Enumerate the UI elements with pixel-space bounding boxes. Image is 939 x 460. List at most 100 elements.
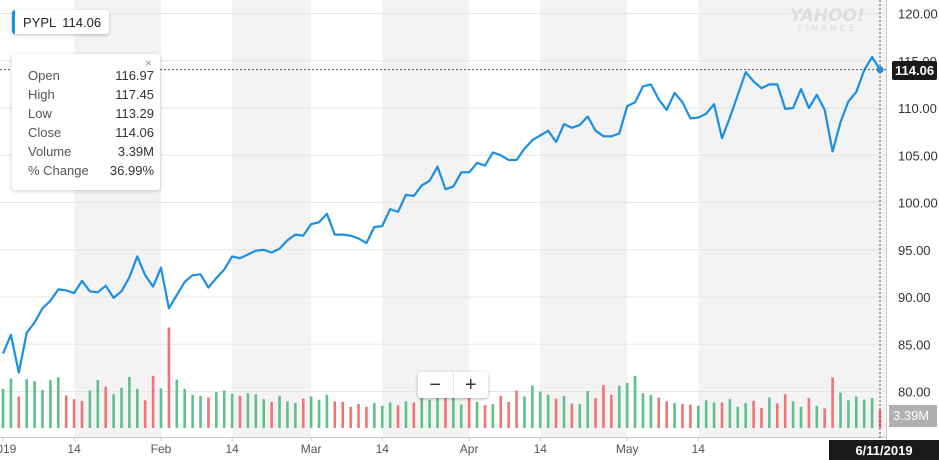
y-tick-label: 120.00 [898, 7, 938, 22]
volume-bar [404, 401, 408, 428]
volume-bar [625, 382, 629, 428]
x-tick-label: 14 [376, 442, 390, 456]
price-point [436, 165, 438, 167]
volume-bar [878, 409, 882, 428]
price-point [112, 297, 114, 299]
volume-bar [120, 387, 123, 428]
zoom-controls: − + [418, 372, 488, 398]
volume-bar [301, 398, 305, 428]
y-tick-label: 85.00 [898, 337, 931, 352]
volume-bar [49, 380, 52, 428]
price-point [500, 154, 502, 156]
volume-bar [380, 405, 384, 428]
volume-bar [483, 405, 487, 428]
background-band [698, 0, 886, 437]
price-point [334, 233, 336, 235]
zoom-in-button[interactable]: + [452, 372, 489, 398]
volume-bar [538, 391, 542, 428]
x-tick-label: 2019 [0, 442, 17, 456]
volume-bar [586, 391, 589, 428]
price-point [33, 321, 35, 323]
price-point [689, 117, 691, 119]
symbol-legend[interactable]: PYPL 114.06 [12, 10, 110, 34]
price-point [634, 101, 636, 103]
close-icon[interactable]: × [144, 56, 152, 70]
price-point [10, 334, 12, 336]
volume-bar [151, 375, 155, 428]
price-point [831, 150, 833, 152]
price-point [816, 94, 818, 96]
series-color-swatch [12, 10, 15, 34]
volume-bar [72, 399, 76, 428]
x-tick-label: 14 [67, 442, 81, 456]
y-tick-label: 95.00 [898, 243, 931, 258]
volume-bar [143, 400, 147, 428]
watermark-line2: FINANCE [797, 24, 858, 34]
price-point [357, 237, 359, 239]
price-point [389, 208, 391, 210]
watermark-line1: YAHOO! [790, 6, 865, 26]
volume-bar [294, 402, 297, 428]
price-point [120, 290, 122, 292]
x-tick-label: Feb [151, 442, 172, 456]
volume-bar [839, 392, 842, 428]
legend-symbol: PYPL [23, 14, 57, 30]
price-point [555, 141, 557, 143]
tooltip-row-low: Low 113.29 [28, 104, 154, 123]
price-point [413, 195, 415, 197]
y-tick-label: 110.00 [898, 101, 937, 116]
volume-bar [594, 398, 597, 428]
price-point [318, 221, 320, 223]
volume-bar [396, 405, 400, 428]
volume-bar [546, 394, 550, 428]
volume-bar [720, 402, 724, 428]
volume-bar [641, 393, 645, 428]
volume-bar [870, 398, 874, 428]
price-point [531, 139, 533, 141]
volume-bar [286, 401, 289, 428]
volume-bar [799, 406, 803, 428]
price-point [89, 290, 91, 292]
price-point [191, 274, 193, 276]
price-point [650, 83, 652, 85]
volume-bar [775, 403, 779, 428]
volume-bar [783, 394, 787, 428]
volume-bar [183, 388, 187, 428]
price-point [184, 281, 186, 283]
price-point [239, 257, 241, 259]
volume-bar [728, 399, 732, 428]
tooltip-label: Volume [28, 144, 72, 159]
volume-bar [41, 389, 44, 428]
x-tick-label: Apr [460, 442, 479, 456]
y-tick-label: 105.00 [898, 148, 938, 163]
volume-bar [349, 406, 352, 428]
price-point [752, 80, 754, 82]
volume-bar [531, 385, 534, 428]
volume-bar [475, 401, 479, 428]
price-point [760, 87, 762, 89]
price-point [223, 268, 225, 270]
price-point [871, 56, 873, 58]
background-band [382, 0, 470, 437]
last-point-marker [876, 66, 884, 74]
volume-bar [499, 395, 503, 428]
price-point [823, 109, 825, 111]
volume-bar [562, 395, 566, 428]
price-point [294, 233, 296, 235]
price-point [49, 300, 51, 302]
tooltip-row-high: High 117.45 [28, 85, 154, 104]
price-point [97, 291, 99, 293]
volume-bar [373, 402, 376, 428]
price-point [405, 194, 407, 196]
price-point [626, 105, 628, 107]
price-point [310, 223, 312, 225]
price-point [768, 83, 770, 85]
tooltip-value: 116.97 [115, 68, 154, 83]
tooltip-value: 113.29 [115, 106, 154, 121]
zoom-out-button[interactable]: − [429, 373, 442, 396]
price-point [81, 280, 83, 282]
price-point [136, 255, 138, 257]
volume-bar [128, 376, 131, 428]
tooltip-label: Close [28, 125, 62, 140]
